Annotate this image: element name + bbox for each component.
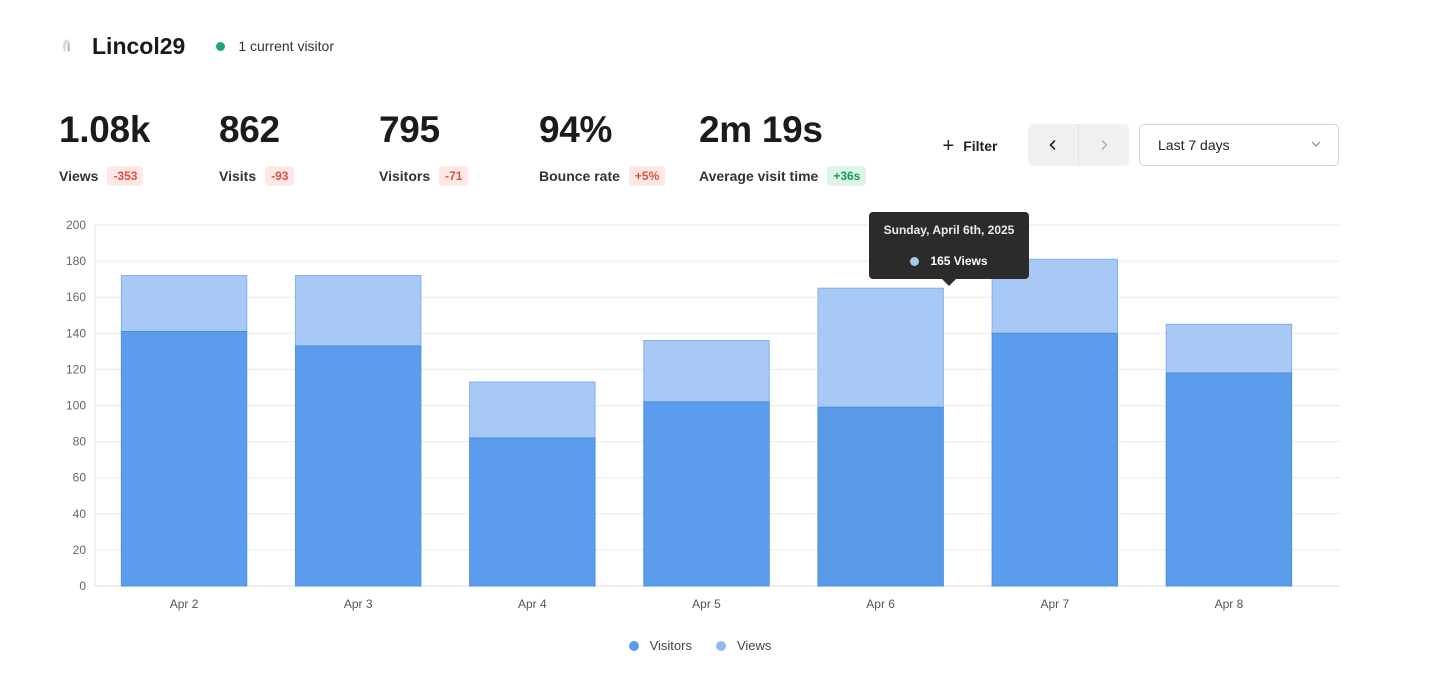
metric-change-badge: -353	[107, 166, 144, 186]
metric-label: Visitors	[379, 168, 431, 184]
visitors-bar[interactable]	[643, 401, 770, 587]
metric-value: 94%	[539, 109, 613, 150]
metric-average-visit-time[interactable]: 2m 19s Average visit time +36s	[699, 108, 867, 187]
metric-value: 862	[219, 109, 280, 150]
x-tick-label: Apr 6	[866, 597, 895, 611]
date-nav-group	[1028, 124, 1129, 166]
views-bar[interactable]	[120, 275, 248, 332]
chart-legend: Visitors Views	[0, 638, 1400, 653]
views-bar[interactable]	[643, 340, 770, 403]
y-tick-label: 0	[79, 579, 86, 593]
x-tick-label: Apr 4	[518, 597, 547, 611]
x-tick-label: Apr 5	[692, 597, 721, 611]
x-tick-label: Apr 7	[1040, 597, 1069, 611]
chevron-down-icon	[1311, 141, 1321, 147]
visitors-bar[interactable]	[1165, 372, 1293, 587]
visitors-bar[interactable]	[991, 332, 1118, 587]
legend-dot-icon	[628, 640, 639, 651]
views-bar[interactable]	[1165, 323, 1293, 374]
metric-value: 795	[379, 109, 440, 150]
visitors-bar[interactable]	[295, 345, 422, 587]
x-tick-label: Apr 8	[1215, 597, 1244, 611]
site-name: Lincol29	[92, 32, 186, 59]
metric-change-badge: +5%	[628, 166, 666, 186]
metric-label: Average visit time	[699, 168, 819, 184]
x-tick-label: Apr 2	[170, 597, 199, 611]
metric-label: Visits	[219, 168, 257, 184]
y-tick-label: 20	[73, 543, 87, 557]
views-bar[interactable]	[295, 275, 422, 347]
y-tick-label: 80	[73, 435, 87, 449]
metric-change-badge: +36s	[827, 166, 867, 186]
plus-icon: +	[942, 135, 955, 157]
y-tick-label: 180	[66, 254, 86, 268]
site-favicon-icon	[63, 39, 70, 52]
metric-value: 2m 19s	[699, 109, 823, 150]
y-tick-label: 200	[66, 218, 86, 232]
views-bar[interactable]	[469, 381, 596, 439]
metric-label: Bounce rate	[539, 168, 620, 184]
metric-change-badge: -71	[439, 166, 469, 186]
y-tick-label: 160	[66, 290, 86, 304]
visitors-bar[interactable]	[817, 406, 944, 587]
chart-tooltip: Sunday, April 6th, 2025 165 Views	[869, 212, 1029, 286]
y-tick-label: 140	[66, 326, 86, 340]
next-period-button[interactable]	[1078, 124, 1128, 166]
visitors-bar[interactable]	[120, 330, 248, 587]
views-bar[interactable]	[817, 287, 944, 408]
legend-item-visitors[interactable]: Visitors	[628, 638, 692, 653]
metric-label: Views	[59, 168, 99, 184]
date-range-select[interactable]: Last 7 days	[1139, 124, 1339, 166]
tooltip-value: 165 Views	[930, 254, 988, 268]
metric-views[interactable]: 1.08k Views -353	[59, 108, 150, 187]
metric-change-badge: -93	[265, 166, 295, 186]
filter-button-label: Filter	[963, 138, 998, 154]
site-header: Lincol29 1 current visitor	[58, 30, 334, 62]
y-tick-label: 40	[73, 507, 87, 521]
legend-label: Visitors	[649, 638, 692, 653]
previous-period-button[interactable]	[1028, 124, 1078, 166]
legend-dot-icon	[715, 640, 726, 651]
live-indicator-icon	[216, 41, 226, 51]
chevron-left-icon	[1049, 140, 1056, 150]
tooltip-title: Sunday, April 6th, 2025	[883, 223, 1015, 237]
filter-button[interactable]: + Filter	[930, 127, 1010, 165]
legend-label: Views	[736, 638, 772, 653]
metric-bounce-rate[interactable]: 94% Bounce rate +5%	[539, 108, 666, 187]
date-range-value: Last 7 days	[1158, 137, 1230, 153]
legend-item-views[interactable]: Views	[715, 638, 772, 653]
y-tick-label: 120	[66, 362, 86, 376]
x-tick-label: Apr 3	[344, 597, 373, 611]
metric-value: 1.08k	[59, 109, 151, 150]
visitors-bar[interactable]	[469, 437, 596, 587]
tooltip-series-dot-icon	[910, 256, 920, 266]
metric-visitors[interactable]: 795 Visitors -71	[379, 108, 469, 187]
y-tick-label: 60	[73, 471, 87, 485]
y-tick-label: 100	[66, 399, 86, 413]
metric-visits[interactable]: 862 Visits -93	[219, 108, 295, 187]
current-visitors-text: 1 current visitor	[238, 38, 335, 54]
chevron-right-icon	[1101, 140, 1107, 150]
